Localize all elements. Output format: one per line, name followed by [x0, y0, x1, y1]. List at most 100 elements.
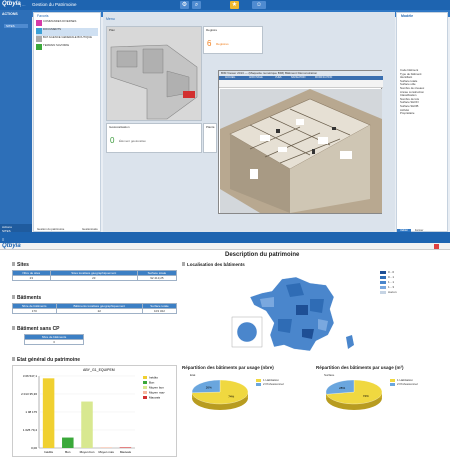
favorites-footer-right[interactable]: Gestionnaire — [82, 227, 98, 231]
bim-viewer-window[interactable]: BIM Viewer 2013 — (Maquette numérique BI… — [218, 70, 383, 214]
favorites-title: Favoris — [37, 14, 49, 18]
app-logo: Qtbyla — [2, 1, 21, 7]
legend-item: 0 - 1 — [380, 275, 397, 280]
france-map[interactable] — [230, 275, 370, 355]
legend-label: 2 Professionnel — [263, 382, 284, 386]
bar-mauvais[interactable] — [119, 447, 132, 448]
x-tick-label: Bon — [65, 450, 71, 454]
paris-inset-frame — [231, 316, 263, 348]
bim-3d-viewport[interactable] — [220, 89, 382, 213]
pie2-label: Surface — [324, 373, 335, 377]
favorites-panel: Favoris COMMANDES DIVERSES DOCUMENTS BAT… — [33, 12, 101, 232]
description-title: Description du patrimoine — [225, 252, 300, 258]
legend-label: Inédits — [149, 376, 158, 380]
building-icon — [36, 36, 42, 42]
legend-item: 0 - 0 — [380, 270, 397, 275]
ribbon-tab[interactable]: VUES — [275, 76, 282, 79]
chart-title: ABY_G1_EQUIPEM — [83, 368, 115, 372]
legend-item: 1 - 1 — [380, 280, 397, 285]
user-icon[interactable]: ☺ — [252, 1, 266, 9]
table-cell: 103 322 — [141, 308, 178, 314]
pie-slice[interactable] — [191, 379, 221, 393]
ribbon-tab[interactable]: MODIFICATION — [315, 76, 333, 79]
sites-table: Nbre de sites Sites localisés géographiqu… — [12, 270, 178, 281]
validate-button[interactable]: Valider — [397, 229, 411, 233]
registre-count: 6 — [207, 39, 212, 48]
favorite-item[interactable]: COMMANDES DIVERSES — [36, 20, 98, 28]
top-toolbar: Qtbyla | ... Gestion du Patrimoine ⚙ ⌕ ★… — [0, 0, 450, 10]
table-cell[interactable]: 3 — [24, 339, 84, 345]
favorite-label: COMMANDES DIVERSES — [43, 19, 77, 23]
favorite-item-selected[interactable]: DOCUMENTS — [36, 28, 98, 36]
building-3d-model — [220, 89, 382, 213]
property-label: Nombre de lots — [400, 96, 419, 101]
section-sites: Sites — [12, 262, 29, 268]
tile-geoloc-title: Géolocalisation — [109, 125, 130, 129]
pie-slice[interactable] — [326, 379, 383, 405]
sidenav-footer-sites[interactable]: SITES — [2, 229, 11, 233]
y-tick-label: 1 08 175 — [25, 410, 37, 414]
bar-moyen-bon[interactable] — [81, 401, 93, 448]
cp-table: Nbre de bâtiments 3 — [24, 334, 84, 345]
section-batiments: Bâtiments — [12, 295, 41, 301]
pie1-legend: 1 Habitation 2 Professionnel — [256, 378, 284, 386]
legend-label: Aucun — [388, 290, 397, 294]
tile-plan[interactable]: Plan — [106, 26, 202, 121]
property-label: Surface SHON — [400, 100, 419, 105]
legend-swatch — [143, 376, 147, 379]
map-legend: 0 - 0 0 - 1 1 - 1 1 - 3 Aucun — [380, 270, 397, 295]
bottom-subbar: Qtbyla — [0, 243, 450, 250]
table-cell[interactable]: 170 — [12, 308, 57, 314]
legend-label: 0 - 0 — [388, 270, 395, 274]
ribbon-tab[interactable]: NAVIGATION — [291, 76, 306, 79]
favorite-item[interactable]: BAT AGENCE GENERALE BOUTIQUE — [36, 36, 98, 44]
bar-bon[interactable] — [62, 437, 74, 448]
pie2-chart[interactable]: 72% 28% — [322, 378, 386, 412]
bar-inédits[interactable] — [42, 378, 55, 448]
sidenav-footer-actions[interactable]: Actions — [2, 225, 12, 229]
sidenav-item-sites[interactable]: SITES — [4, 24, 28, 28]
bar-moyen-mav[interactable] — [100, 447, 112, 448]
sidenav-header: ACTIONS — [2, 12, 18, 16]
bottom-app-logo: Qtbyla — [2, 243, 21, 249]
registre-unit: Registres — [216, 42, 229, 46]
top-statusbar — [0, 232, 450, 236]
tile-registre[interactable]: Registre 6 Registres — [203, 26, 263, 54]
pie-slice[interactable] — [325, 379, 355, 395]
bim-toolbar[interactable] — [219, 80, 383, 88]
legend-label: 0 - 1 — [388, 275, 395, 279]
tile-plantheme[interactable]: Plantè — [203, 123, 217, 153]
x-tick-label: Inédits — [44, 450, 53, 454]
y-tick-label: 1 025 79,4 — [23, 428, 38, 432]
pie1-chart[interactable]: 74% 26% — [188, 378, 252, 412]
tile-geolocalisation[interactable]: Géolocalisation 0 Élément géolocalisé — [106, 123, 202, 153]
table-cell[interactable]: 23 — [49, 275, 138, 281]
corsica — [346, 335, 354, 349]
gear-icon[interactable]: ⚙ — [180, 1, 189, 9]
legend-swatch — [143, 381, 147, 384]
legend-label: 1 Habitation — [397, 378, 414, 382]
ribbon-tab[interactable]: AFFICHAGE — [249, 76, 263, 79]
legend-label: 1 - 1 — [388, 280, 395, 284]
star-icon[interactable]: ★ — [230, 1, 239, 9]
close-icon[interactable] — [434, 244, 439, 249]
ribbon-tab[interactable]: ACCUEIL — [225, 76, 236, 79]
favorite-item[interactable]: TERRAIN SAVOIRIE — [36, 44, 98, 52]
pie1-title: Répartition des bâtiments par usage (nbr… — [182, 365, 274, 370]
close-button[interactable]: Fermer — [415, 229, 424, 232]
bottom-app-menu[interactable]: ≡ — [2, 237, 5, 242]
pie2-title: Répartition des bâtiments par usage (m²) — [316, 365, 404, 370]
favorites-footer-left[interactable]: Gestion du patrimoine — [37, 227, 65, 231]
properties-panel: Modèle Code bâtiment Type de bâtiment Iden… — [396, 12, 448, 233]
map-title: Localisation des bâtiments — [182, 262, 245, 267]
table-cell[interactable]: 22 — [55, 308, 143, 314]
legend-label: Bon — [149, 381, 155, 385]
bim-ribbon: ACCUEIL AFFICHAGE VUES NAVIGATION MODIFI… — [219, 76, 383, 80]
bim-titlebar[interactable]: BIM Viewer 2013 — (Maquette numérique BI… — [219, 71, 383, 76]
search-icon[interactable]: ⌕ — [192, 1, 201, 9]
legend-swatch — [143, 386, 147, 389]
side-navigation: ACTIONS SITES Actions SITES — [0, 10, 32, 236]
table-cell[interactable]: 23 — [12, 275, 51, 281]
legend-label: 2 Professionnel — [397, 382, 418, 386]
property-label: Propriétaire — [400, 111, 415, 116]
